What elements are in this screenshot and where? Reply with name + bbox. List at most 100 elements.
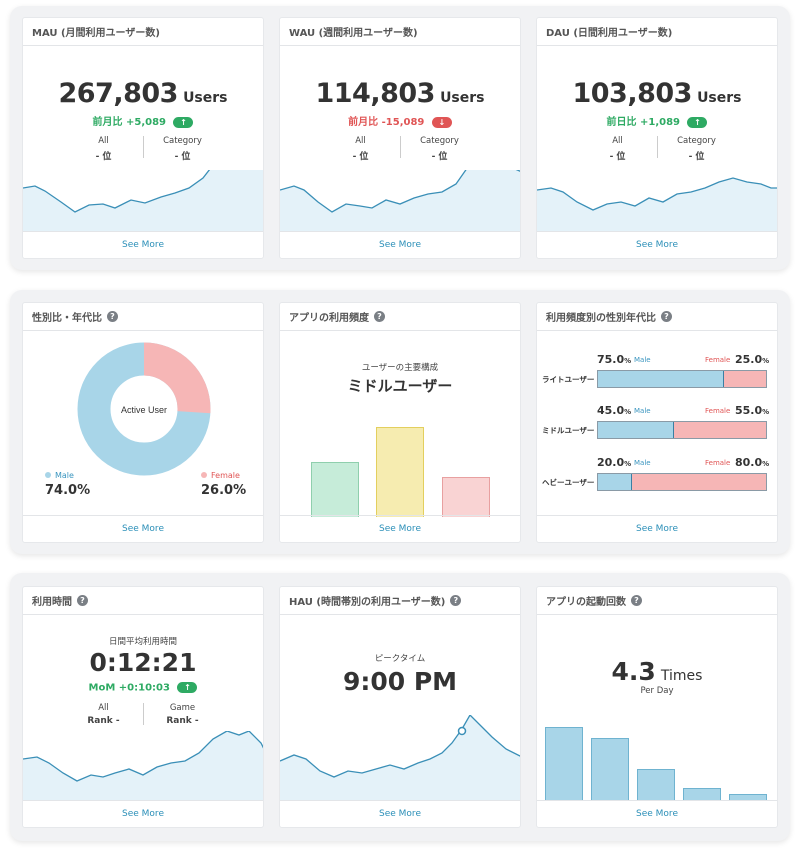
hau-trend-line <box>280 715 520 778</box>
female-percent: 55.0% <box>735 404 770 417</box>
frequency-main-segment: ミドルユーザー <box>347 377 453 395</box>
dau-delta: 前日比 +1,089 ↑ <box>537 113 777 128</box>
usage-time-value: 0:12:21 <box>89 648 197 677</box>
launch-count-sub: Per Day <box>640 686 674 696</box>
usage-time-trend-area <box>23 731 263 801</box>
rank-category-label: Category <box>163 136 202 146</box>
rank-all: All - 位 <box>75 136 133 162</box>
female-label: Female <box>705 459 731 467</box>
mau-delta-text: 前月比 +5,089 <box>92 117 167 128</box>
hau-card: HAU (時間帯別の利用ユーザー数) ? ピークタイム 9:00 PM See … <box>279 586 521 828</box>
gender-see-more-link[interactable]: See More <box>23 515 263 542</box>
dau-trend-chart <box>537 177 777 232</box>
hau-title: HAU (時間帯別の利用ユーザー数) ? <box>280 587 520 615</box>
female-percent: 26.0% <box>201 483 247 498</box>
frequency-segment-label: ヘビーユーザー <box>542 478 595 487</box>
rank-game-label: Game <box>169 703 196 713</box>
female-legend: Female 26.0% <box>201 471 246 498</box>
usage-time-trend-line <box>23 731 263 782</box>
dau-unit: Users <box>697 90 742 106</box>
rank-category-value: - 位 <box>174 152 191 162</box>
usage-time-subtitle: 日間平均利用時間 <box>108 637 177 647</box>
dau-delta-text: 前日比 +1,089 <box>606 117 681 128</box>
frequency-subtitle: ユーザーの主要構成 <box>361 363 439 373</box>
usage-frequency-title: アプリの利用頻度 ? <box>280 303 520 331</box>
frequency-segment-label: ミドルユーザー <box>542 426 595 435</box>
mau-card: MAU (月間利用ユーザー数) 267,803 Users 前月比 +5,089… <box>22 17 264 259</box>
wau-delta: 前月比 -15,089 ↓ <box>280 113 520 128</box>
frequency-bar-chart <box>280 415 520 517</box>
male-dot-icon <box>45 472 51 478</box>
launch-count-title: アプリの起動回数 ? <box>537 587 777 615</box>
wau-card: WAU (週間利用ユーザー数) 114,803 Users 前月比 -15,08… <box>279 17 521 259</box>
help-icon[interactable]: ? <box>661 311 672 322</box>
frequency-gender-card: 利用頻度別の性別年代比 ? 75.0% Male Female 25.0% ライトユーザ… <box>536 302 778 543</box>
launch-bar <box>729 794 767 801</box>
mau-see-more-link[interactable]: See More <box>23 231 263 258</box>
launch-count-card: アプリの起動回数 ? 4.3 Times Per Day See More <box>536 586 778 828</box>
help-icon[interactable]: ? <box>77 595 88 606</box>
dau-see-more-link[interactable]: See More <box>537 231 777 258</box>
frequency-gender-title-text: 利用頻度別の性別年代比 <box>546 313 656 324</box>
usage-time-see-more-link[interactable]: See More <box>23 800 263 827</box>
rank-category-label: Category <box>677 136 716 146</box>
dau-card-title: DAU (日間利用ユーザー数) <box>537 18 777 46</box>
frequency-bar <box>311 462 359 517</box>
rank-all: All - 位 <box>589 136 647 162</box>
frequency-gender-see-more-link[interactable]: See More <box>537 515 777 542</box>
mau-trend-line <box>23 170 211 213</box>
hau-title-text: HAU (時間帯別の利用ユーザー数) <box>289 597 446 608</box>
help-icon[interactable]: ? <box>450 595 462 606</box>
dau-rank: All - 位 Category - 位 <box>537 136 777 162</box>
wau-trend-line <box>280 170 520 213</box>
usage-time-card: 利用時間 ? 日間平均利用時間 0:12:21 MoM +0:10:03 ↑ A… <box>22 586 264 828</box>
usage-time-title-text: 利用時間 <box>32 597 72 608</box>
hau-trend-chart <box>280 715 520 801</box>
peak-time-value: 9:00 PM <box>342 667 458 696</box>
mau-trend-area <box>23 170 263 232</box>
usage-frequency-card: アプリの利用頻度 ? ユーザーの主要構成 ミドルユーザー See More <box>279 302 521 543</box>
launch-count-value-block: 4.3 Times <box>537 657 777 686</box>
rank-all: All Rank - <box>75 703 133 726</box>
bar-female-segment <box>673 422 766 438</box>
frequency-gender-row: 20.0% Male Female 80.0% ヘビーユーザー <box>537 456 777 496</box>
rank-all-label: All <box>355 136 366 146</box>
hau-see-more-link[interactable]: See More <box>280 800 520 827</box>
gender-stacked-bar <box>597 473 767 491</box>
launch-count-title-text: アプリの起動回数 <box>546 597 626 608</box>
help-icon[interactable]: ? <box>631 595 642 606</box>
help-icon[interactable]: ? <box>107 311 118 322</box>
wau-trend-area <box>280 170 520 232</box>
bar-male-segment <box>598 422 674 438</box>
rank-category-label: Category <box>420 136 459 146</box>
frequency-gender-row: 75.0% Male Female 25.0% ライトユーザー <box>537 353 777 393</box>
frequency-see-more-link[interactable]: See More <box>280 515 520 542</box>
gender-stacked-bar <box>597 370 767 388</box>
rank-category-value: - 位 <box>431 152 448 162</box>
rank-category: Category - 位 <box>411 136 469 162</box>
rank-all: All - 位 <box>332 136 390 162</box>
frequency-bar <box>442 477 490 517</box>
rank-all-value: - 位 <box>609 152 626 162</box>
gender-ratio-card: 性別比・年代比 ? Active User Male 74.0% Female … <box>22 302 264 543</box>
usage-time-trend-chart <box>23 731 263 801</box>
launch-see-more-link[interactable]: See More <box>537 800 777 827</box>
male-label: Male <box>634 407 651 415</box>
help-icon[interactable]: ? <box>374 311 385 322</box>
wau-see-more-link[interactable]: See More <box>280 231 520 258</box>
male-percent: 20.0% <box>597 456 632 469</box>
female-dot-icon <box>201 472 207 478</box>
female-legend-label: Female <box>201 471 246 480</box>
rank-divider <box>656 136 658 158</box>
donut-center-label: Active User <box>121 405 167 415</box>
rank-divider <box>142 703 144 725</box>
peak-time-label: ピークタイム <box>374 654 426 664</box>
launch-bar <box>637 769 675 801</box>
wau-delta-text: 前月比 -15,089 <box>348 117 425 128</box>
female-label: Female <box>211 471 240 480</box>
mau-trend-chart <box>23 170 263 232</box>
frequency-gender-title: 利用頻度別の性別年代比 ? <box>537 303 777 331</box>
frequency-segment-label: ライトユーザー <box>542 375 595 384</box>
female-label: Female <box>705 407 731 415</box>
mau-value: 267,803 <box>58 78 178 109</box>
